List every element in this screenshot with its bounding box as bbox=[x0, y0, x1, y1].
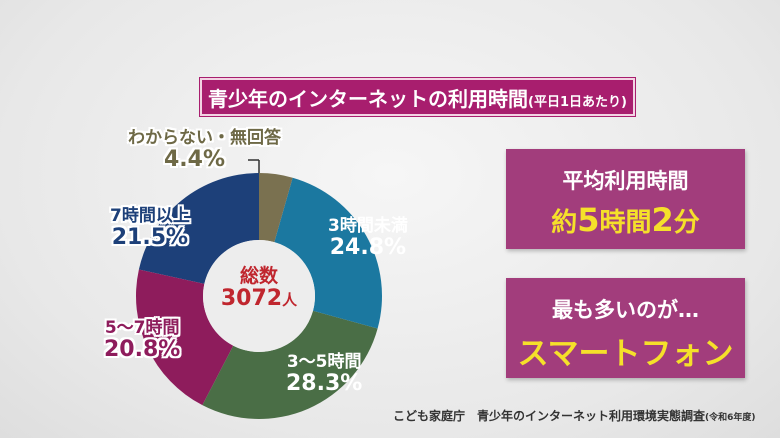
slice-label-3to5: 3〜5時間 28.3% bbox=[286, 352, 363, 396]
most-used-box: 最も多いのが… スマートフォン bbox=[506, 278, 745, 378]
most-used-value: スマートフォン bbox=[517, 336, 734, 372]
title-main: 青少年のインターネットの利用時間 bbox=[208, 87, 529, 111]
donut-slice-3 bbox=[136, 269, 234, 406]
slice-label-unknown: わからない・無回答 4.4% bbox=[128, 128, 281, 172]
donut-slice-0 bbox=[259, 173, 293, 243]
average-label: 平均利用時間 bbox=[562, 169, 689, 193]
average-value: 約5時間2分 bbox=[551, 201, 700, 239]
slice-label-over7: 7時間以上 21.5% bbox=[110, 206, 190, 250]
chart-title: 青少年のインターネットの利用時間(平日1日あたり) bbox=[200, 78, 635, 116]
slice-label-under3: 3時間未満 24.8% bbox=[328, 216, 408, 260]
donut-slice-2 bbox=[202, 310, 378, 419]
average-time-box: 平均利用時間 約5時間2分 bbox=[506, 149, 745, 249]
donut-slice-4 bbox=[138, 173, 259, 284]
donut-center-total: 総数 3072人 bbox=[220, 265, 298, 311]
donut-hole bbox=[203, 240, 315, 352]
most-used-label: 最も多いのが… bbox=[552, 298, 699, 322]
title-sub: (平日1日あたり) bbox=[528, 95, 627, 110]
source-note: こども家庭庁 青少年のインターネット利用環境実態調査(令和6年度) bbox=[393, 409, 756, 423]
donut-slice-1 bbox=[274, 177, 382, 329]
slice-label-5to7: 5〜7時間 20.8% bbox=[104, 318, 181, 362]
